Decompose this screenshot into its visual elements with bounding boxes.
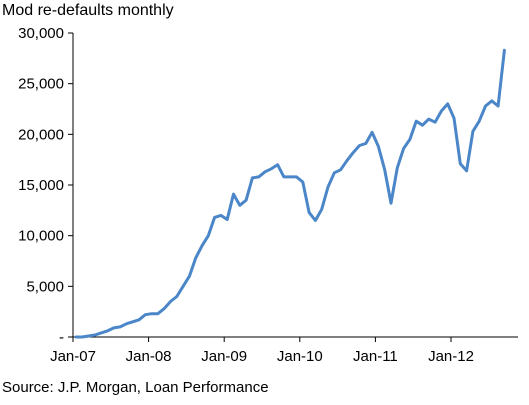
y-tick-label: - [59, 329, 64, 346]
y-tick-label: 10,000 [18, 228, 64, 245]
y-tick-label: 20,000 [18, 126, 64, 143]
y-tick-label: 5,000 [26, 278, 64, 295]
y-tick-label: 15,000 [18, 177, 64, 194]
source-note: Source: J.P. Morgan, Loan Performance [2, 379, 269, 396]
series-line [74, 48, 506, 339]
y-tick-label: 30,000 [18, 25, 64, 42]
x-tick-label: Jan-09 [201, 348, 247, 365]
x-tick-label: Jan-12 [428, 348, 474, 365]
x-tick-label: Jan-07 [50, 348, 96, 365]
chart-title: Mod re-defaults monthly [2, 2, 174, 19]
x-tick-label: Jan-11 [353, 348, 398, 365]
x-tick-label: Jan-10 [277, 348, 323, 365]
x-tick-label: Jan-08 [126, 348, 172, 365]
y-tick-label: 25,000 [18, 76, 64, 93]
